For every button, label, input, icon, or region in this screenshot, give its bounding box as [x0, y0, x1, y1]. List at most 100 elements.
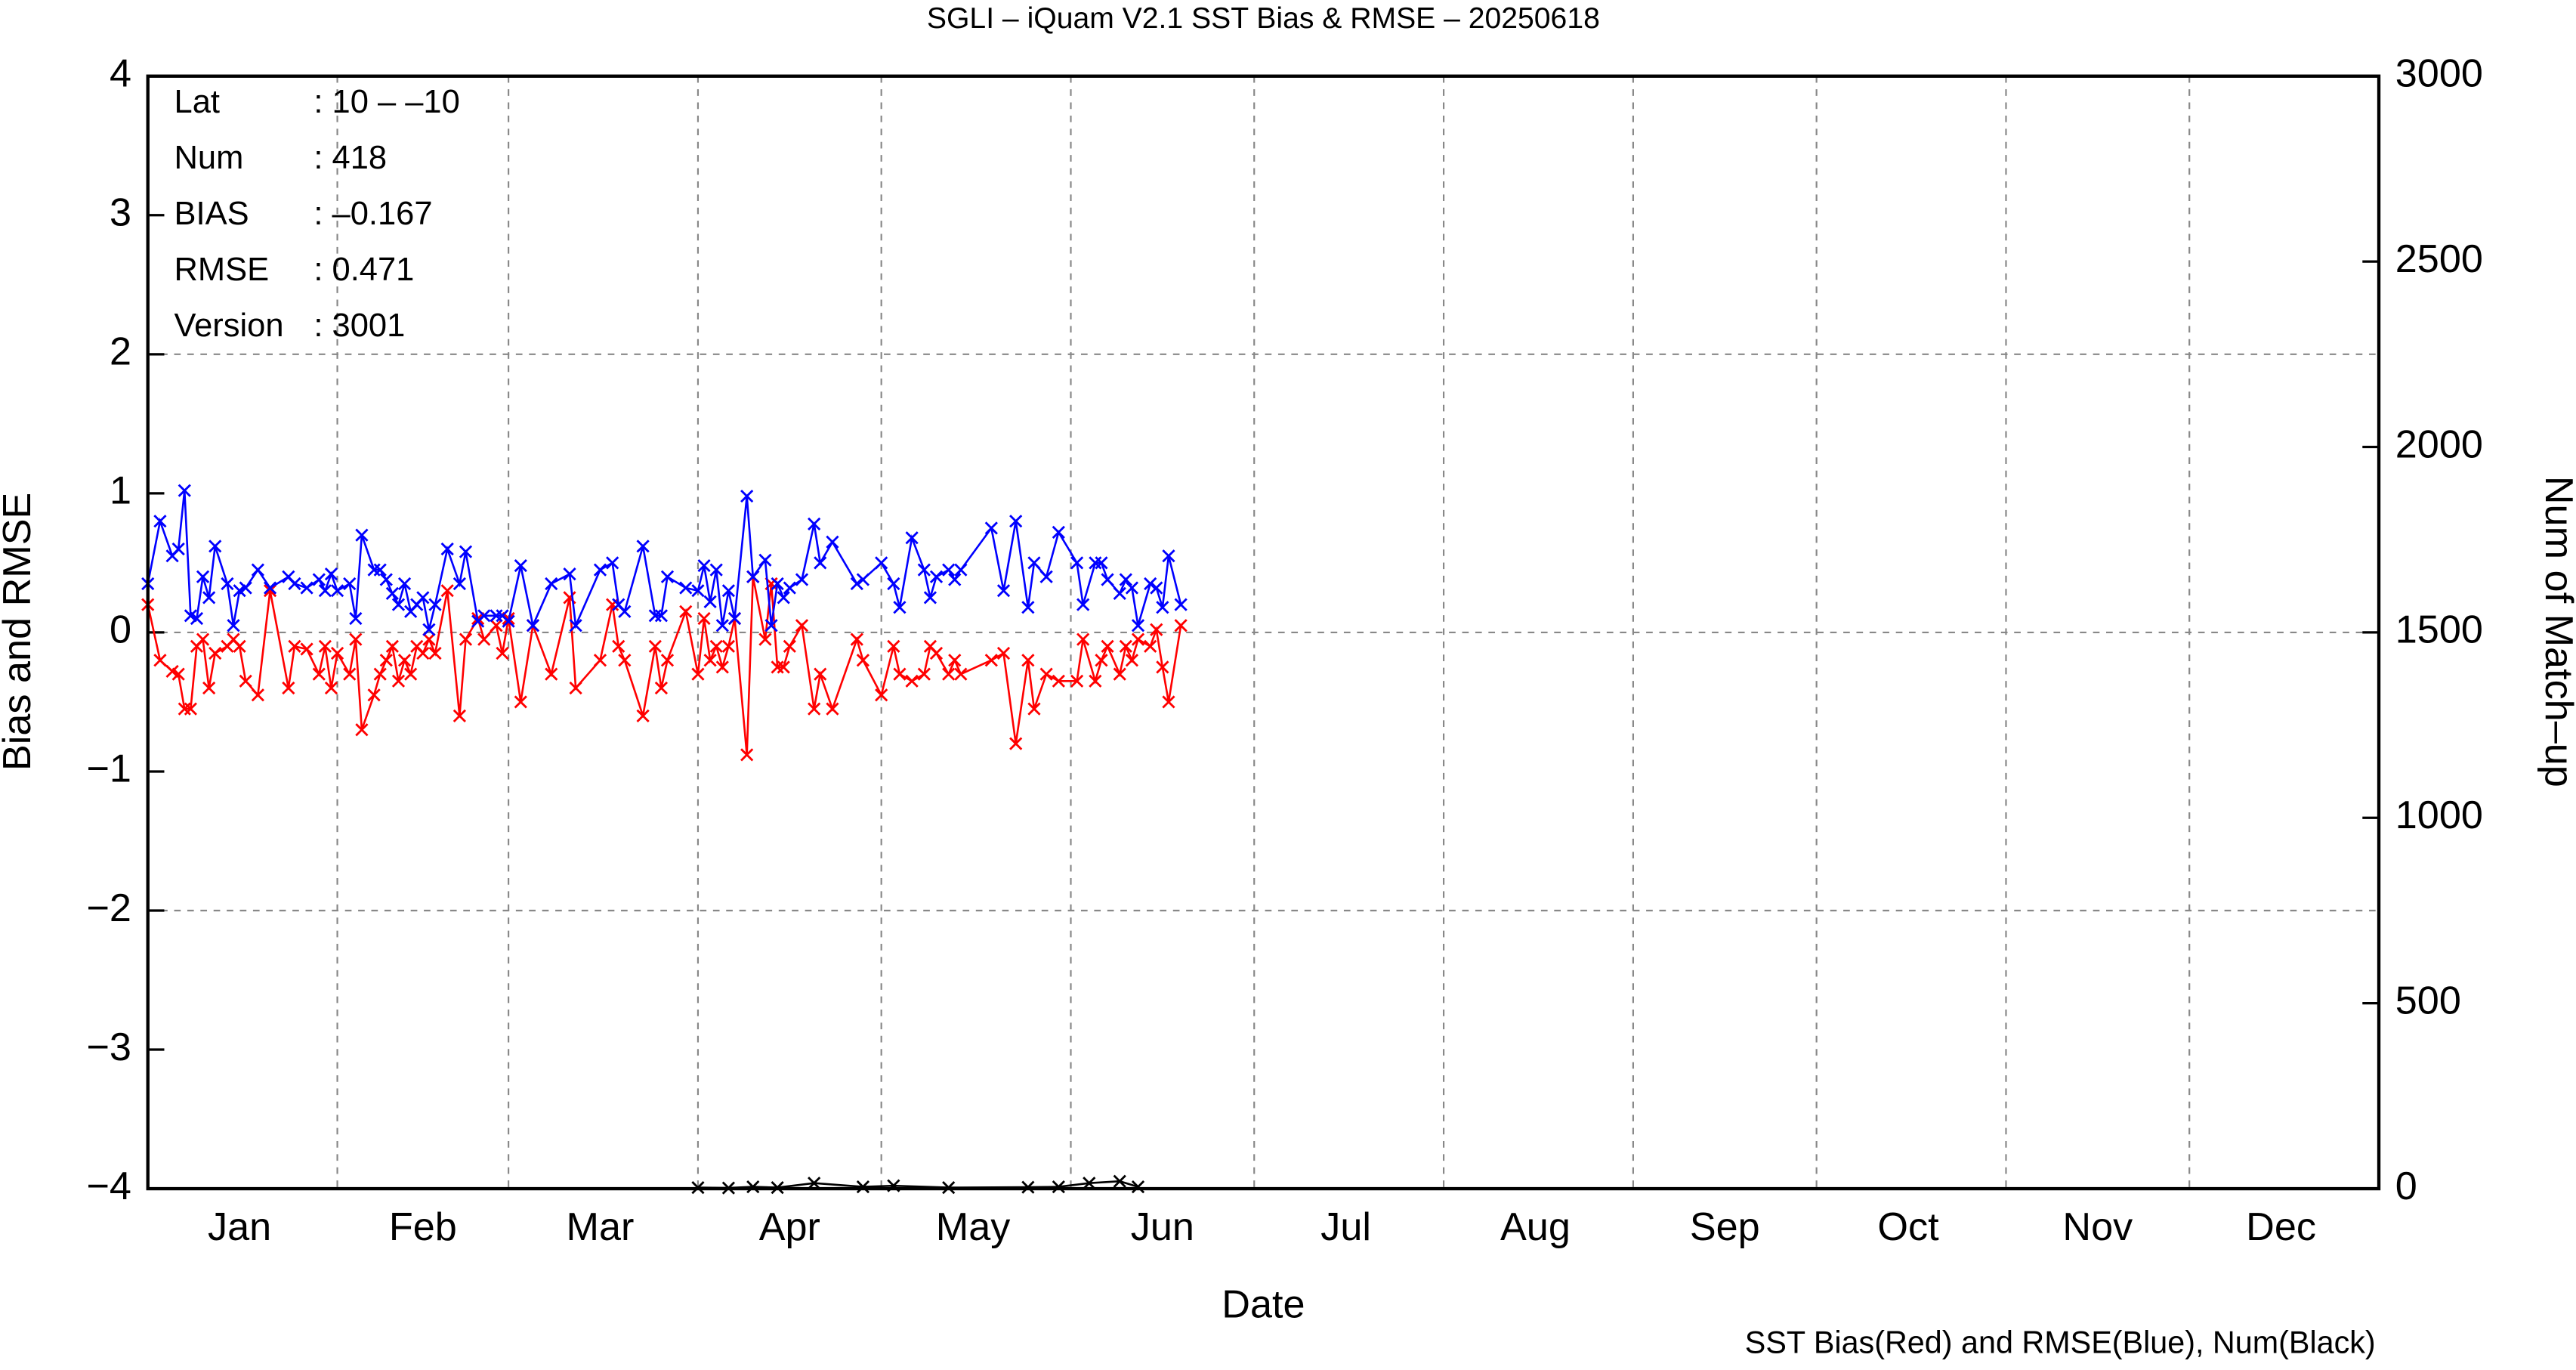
point-marker: [954, 563, 968, 577]
point-marker: [1144, 639, 1157, 653]
point-marker: [826, 535, 839, 549]
point-marker: [715, 619, 729, 632]
point-marker: [777, 660, 790, 674]
point-marker: [221, 577, 234, 591]
point-marker: [404, 667, 418, 681]
point-marker: [721, 639, 736, 653]
point-marker: [251, 688, 264, 702]
point-marker: [808, 1177, 821, 1190]
series-line: [147, 577, 1182, 755]
y-tick-label: 0: [110, 608, 131, 652]
point-marker: [563, 567, 576, 581]
chart-title: SGLI – iQuam V2.1 SST Bias & RMSE – 2025…: [927, 2, 1600, 35]
x-tick-label: May: [936, 1205, 1011, 1249]
point-marker: [324, 681, 338, 695]
point-marker: [996, 646, 1011, 660]
point-marker: [300, 581, 314, 595]
point-marker: [771, 577, 784, 591]
y2-tick-label: 2500: [2395, 237, 2483, 281]
point-marker: [233, 639, 246, 653]
info-label: Version: [175, 308, 284, 344]
point-marker: [984, 654, 998, 667]
point-marker: [740, 748, 754, 762]
point-marker: [526, 619, 540, 632]
point-marker: [318, 639, 332, 653]
point-marker: [263, 581, 277, 595]
point-marker: [263, 584, 277, 598]
point-marker: [875, 688, 888, 702]
point-marker: [196, 570, 210, 583]
point-marker: [740, 489, 754, 503]
point-marker: [679, 581, 693, 595]
point-marker: [850, 577, 863, 591]
point-marker: [416, 591, 430, 605]
point-marker: [1101, 573, 1114, 586]
point-marker: [1070, 556, 1084, 570]
point-marker: [428, 646, 442, 660]
y-tick-label: 3: [110, 191, 131, 235]
x-tick-label: Jan: [208, 1205, 271, 1249]
point-marker: [1052, 674, 1065, 688]
point-marker: [349, 632, 363, 646]
y-tick-label: 1: [110, 469, 131, 513]
y2-tick-label: 2000: [2395, 422, 2483, 466]
point-marker: [452, 577, 466, 591]
point-marker: [660, 654, 675, 667]
x-tick-label: Nov: [2062, 1205, 2133, 1249]
point-marker: [606, 598, 619, 611]
point-marker: [917, 563, 931, 577]
point-marker: [856, 654, 870, 667]
point-marker: [379, 654, 393, 667]
point-marker: [1174, 598, 1188, 611]
info-label: RMSE: [175, 252, 270, 288]
point-marker: [330, 584, 344, 598]
info-value: : –0.167: [314, 196, 432, 232]
point-marker: [153, 515, 167, 528]
point-marker: [887, 577, 900, 591]
point-marker: [826, 702, 839, 716]
point-marker: [1156, 601, 1169, 614]
point-marker: [654, 681, 669, 695]
x-axis-label: Date: [1222, 1282, 1305, 1326]
point-marker: [312, 667, 326, 681]
point-marker: [1021, 654, 1035, 667]
point-marker: [422, 632, 436, 646]
point-marker: [1131, 632, 1145, 646]
point-marker: [948, 654, 962, 667]
point-marker: [923, 591, 937, 605]
point-marker: [746, 570, 760, 583]
point-marker: [612, 639, 625, 653]
point-marker: [1119, 639, 1132, 653]
point-marker: [691, 667, 705, 681]
point-marker: [171, 542, 185, 556]
point-marker: [703, 595, 717, 609]
point-marker: [190, 611, 204, 626]
point-marker: [545, 667, 558, 681]
y-tick-label: 4: [110, 52, 131, 96]
point-marker: [808, 702, 821, 716]
point-marker: [648, 639, 662, 653]
point-marker: [343, 667, 357, 681]
point-marker: [905, 531, 919, 545]
point-marker: [373, 563, 387, 577]
point-marker: [758, 632, 772, 646]
point-marker: [593, 654, 607, 667]
point-marker: [373, 667, 387, 681]
point-marker: [502, 614, 515, 628]
point-marker: [856, 1180, 870, 1194]
point-marker: [715, 660, 729, 674]
point-marker: [355, 528, 369, 542]
point-marker: [697, 611, 711, 626]
point-marker: [1174, 619, 1188, 632]
y-tick-label: −4: [86, 1164, 131, 1208]
point-marker: [1162, 549, 1175, 563]
y2-tick-label: 1500: [2395, 608, 2483, 652]
point-marker: [996, 584, 1011, 598]
point-marker: [1131, 1180, 1145, 1194]
point-marker: [929, 570, 944, 583]
point-marker: [771, 660, 784, 674]
point-marker: [1039, 667, 1053, 681]
point-marker: [459, 632, 473, 646]
point-marker: [1027, 702, 1041, 716]
point-marker: [1089, 556, 1102, 570]
